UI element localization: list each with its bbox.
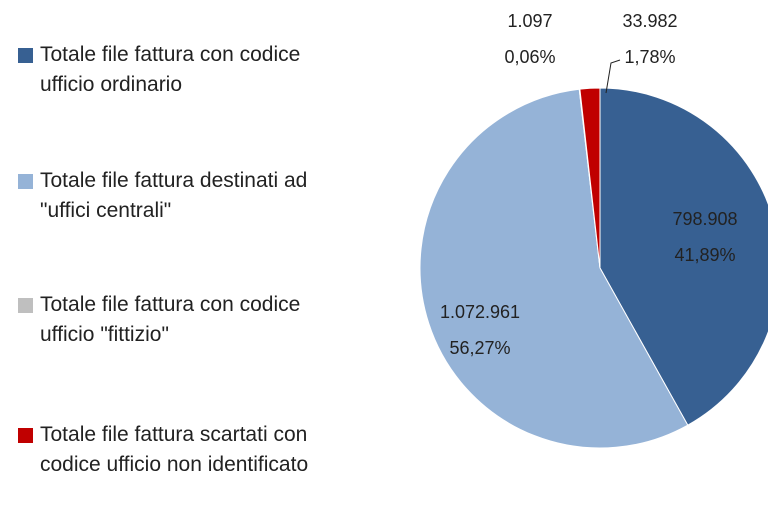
data-label-percent: 1,78% — [624, 47, 675, 67]
data-label-percent: 0,06% — [504, 47, 555, 67]
data-label-value: 1.097 — [507, 11, 552, 31]
legend-entry: Totale file fattura destinati ad "uffici… — [40, 169, 308, 222]
legend-entry: Totale file fattura con codice ufficio o… — [40, 43, 301, 96]
leader-line — [605, 59, 621, 94]
legend-swatch — [18, 298, 33, 313]
pie-slice — [599, 87, 768, 426]
legend-swatch — [18, 428, 33, 443]
data-label-value: 33.982 — [622, 11, 677, 31]
pie-slice — [579, 87, 601, 269]
data-label-percent: 41,89% — [674, 245, 735, 265]
legend-entry: Totale file fattura con codice ufficio "… — [40, 293, 301, 346]
data-label-value: 798.908 — [672, 209, 737, 229]
legend-swatch — [18, 48, 33, 63]
data-label-percent: 56,27% — [449, 338, 510, 358]
legend-entry: Totale file fattura scartati con codice … — [40, 423, 309, 476]
legend-swatch — [18, 174, 33, 189]
pie-slice — [419, 88, 689, 449]
data-label-value: 1.072.961 — [440, 302, 520, 322]
